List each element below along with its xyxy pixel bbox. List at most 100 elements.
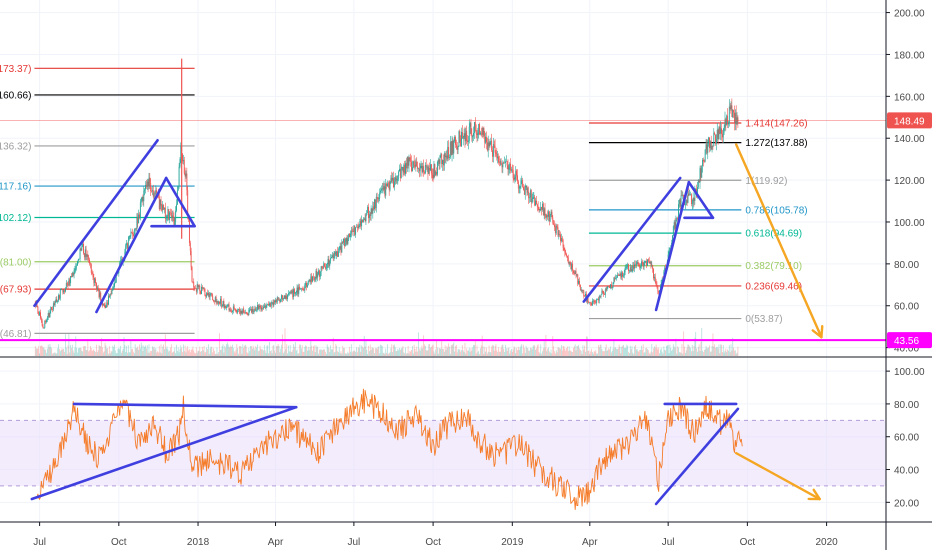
candle-body-365 xyxy=(349,234,350,237)
candle-body-126 xyxy=(143,191,144,201)
candle-body-684 xyxy=(624,272,625,275)
candle-body-286 xyxy=(281,295,282,299)
candle-body-214 xyxy=(219,302,220,304)
candle-body-391 xyxy=(372,208,373,213)
candle-body-399 xyxy=(378,198,379,199)
volume-bar-401 xyxy=(380,345,381,356)
candle-body-708 xyxy=(644,261,645,263)
candle-body-191 xyxy=(199,286,200,291)
candle-body-53 xyxy=(80,249,81,251)
candle-body-758 xyxy=(688,193,689,202)
volume-bar-236 xyxy=(238,354,239,356)
x-tick-label-3: Apr xyxy=(268,537,284,548)
volume-bar-4 xyxy=(38,346,39,356)
candle-body-424 xyxy=(400,169,401,178)
fib-left-label-2: 1(136.32) xyxy=(0,141,31,152)
candle-body-199 xyxy=(206,293,207,297)
volume-bar-527 xyxy=(489,345,490,356)
volume-bar-349 xyxy=(335,344,336,356)
volume-bar-642 xyxy=(588,351,589,356)
volume-bar-201 xyxy=(208,344,209,356)
candle-body-326 xyxy=(316,271,317,278)
volume-bar-702 xyxy=(639,350,640,356)
volume-bar-796 xyxy=(720,344,721,356)
volume-bar-223 xyxy=(227,342,228,356)
volume-bar-478 xyxy=(446,346,447,356)
candle-body-594 xyxy=(546,215,547,217)
candle-body-772 xyxy=(700,168,701,182)
volume-bar-324 xyxy=(314,345,315,356)
volume-bar-785 xyxy=(711,352,712,356)
candle-body-270 xyxy=(267,304,268,305)
candle-body-508 xyxy=(472,136,473,137)
volume-bar-108 xyxy=(128,345,129,356)
candle-body-333 xyxy=(322,267,323,268)
candle-body-784 xyxy=(710,141,711,148)
volume-bar-226 xyxy=(229,347,230,356)
candle-body-626 xyxy=(574,273,575,274)
candle-body-495 xyxy=(461,132,462,146)
volume-bar-647 xyxy=(592,352,593,356)
volume-bar-11 xyxy=(44,349,45,356)
candle-body-441 xyxy=(415,165,416,167)
candle-body-89 xyxy=(111,290,112,294)
candle-body-241 xyxy=(242,309,243,314)
candle-body-172 xyxy=(183,160,184,161)
volume-bar-411 xyxy=(389,353,390,356)
candle-body-218 xyxy=(223,301,224,306)
rsi-tick-label-1: 40.00 xyxy=(894,466,919,477)
volume-bar-272 xyxy=(269,342,270,356)
candle-body-105 xyxy=(125,245,126,251)
candle-body-360 xyxy=(345,242,346,246)
candle-body-533 xyxy=(494,144,495,146)
candle-body-12 xyxy=(45,321,46,322)
volume-bar-803 xyxy=(726,352,727,356)
candle-body-811 xyxy=(733,110,734,112)
candle-body-44 xyxy=(73,273,74,276)
volume-bar-68 xyxy=(93,349,94,356)
candle-body-511 xyxy=(475,122,476,131)
volume-bar-613 xyxy=(563,346,564,356)
volume-bar-304 xyxy=(297,350,298,356)
volume-bar-501 xyxy=(466,348,467,356)
candle-body-756 xyxy=(686,200,687,205)
candle-body-174 xyxy=(185,173,186,176)
volume-bar-171 xyxy=(182,352,183,356)
candle-body-536 xyxy=(496,154,497,158)
volume-bar-283 xyxy=(279,346,280,356)
candle-body-605 xyxy=(556,226,557,233)
candle-body-127 xyxy=(144,189,145,191)
volume-bar-373 xyxy=(356,347,357,356)
volume-bar-260 xyxy=(259,351,260,356)
candle-body-672 xyxy=(613,278,614,283)
volume-bar-665 xyxy=(607,350,608,356)
volume-bar-597 xyxy=(549,351,550,356)
volume-bar-162 xyxy=(174,348,175,356)
candle-body-485 xyxy=(452,141,453,154)
candle-body-657 xyxy=(601,295,602,297)
candle-body-45 xyxy=(74,270,75,275)
volume-bar-344 xyxy=(331,349,332,356)
candle-body-679 xyxy=(619,274,620,276)
volume-bar-784 xyxy=(710,352,711,356)
volume-bar-437 xyxy=(411,350,412,356)
volume-bar-255 xyxy=(254,350,255,356)
volume-bar-660 xyxy=(603,351,604,356)
volume-bar-449 xyxy=(422,345,423,356)
candle-body-500 xyxy=(465,131,466,141)
candle-body-542 xyxy=(502,165,503,167)
volume-bar-435 xyxy=(409,351,410,356)
candle-body-193 xyxy=(201,287,202,294)
volume-bar-59 xyxy=(86,350,87,356)
candle-body-793 xyxy=(718,130,719,139)
candle-body-764 xyxy=(693,198,694,204)
candle-body-232 xyxy=(235,309,236,310)
candle-body-524 xyxy=(486,137,487,142)
volume-bar-5 xyxy=(39,353,40,356)
volume-bar-136 xyxy=(152,346,153,356)
candle-body-52 xyxy=(80,249,81,259)
candle-body-402 xyxy=(381,189,382,191)
candle-body-787 xyxy=(712,146,713,147)
candle-body-27 xyxy=(58,295,59,300)
candle-body-807 xyxy=(730,107,731,110)
